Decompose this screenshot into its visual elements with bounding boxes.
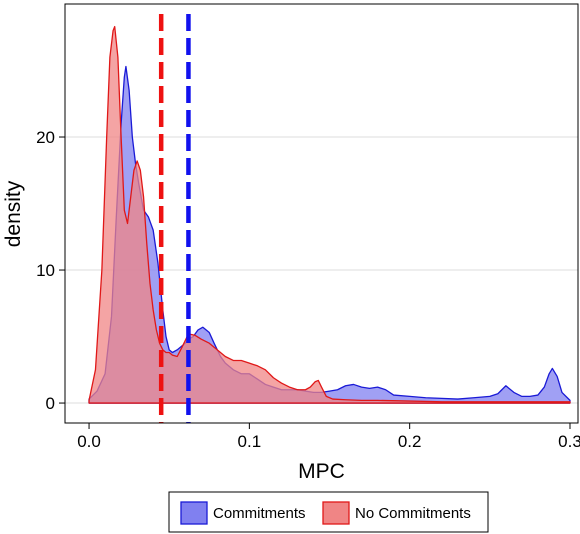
- legend: Commitments No Commitments: [168, 491, 489, 533]
- y-tick-label-0: 0: [46, 394, 55, 413]
- density-areas: [88, 25, 571, 404]
- legend-label-commitments: Commitments: [213, 505, 306, 522]
- x-axis-title: MPC: [298, 460, 345, 483]
- legend-label-no-commitments: No Commitments: [355, 505, 471, 522]
- y-tick-label-2: 20: [36, 128, 55, 147]
- x-tick-label-0: 0.0: [77, 432, 101, 451]
- x-tick-label-3: 0.3: [558, 432, 580, 451]
- y-axis-title: density: [2, 180, 25, 247]
- density-area-no-commitments: [88, 25, 571, 404]
- legend-swatch-no-commitments: [322, 501, 350, 525]
- legend-swatch-commitments: [180, 501, 208, 525]
- x-tick-label-1: 0.1: [238, 432, 262, 451]
- x-tick-label-2: 0.2: [398, 432, 422, 451]
- y-tick-label-1: 10: [36, 261, 55, 280]
- axis-ticks: 0.0 0.1 0.2 0.3 0 10 20: [36, 128, 580, 451]
- reference-lines: [158, 14, 191, 423]
- plot-frame: [64, 3, 579, 424]
